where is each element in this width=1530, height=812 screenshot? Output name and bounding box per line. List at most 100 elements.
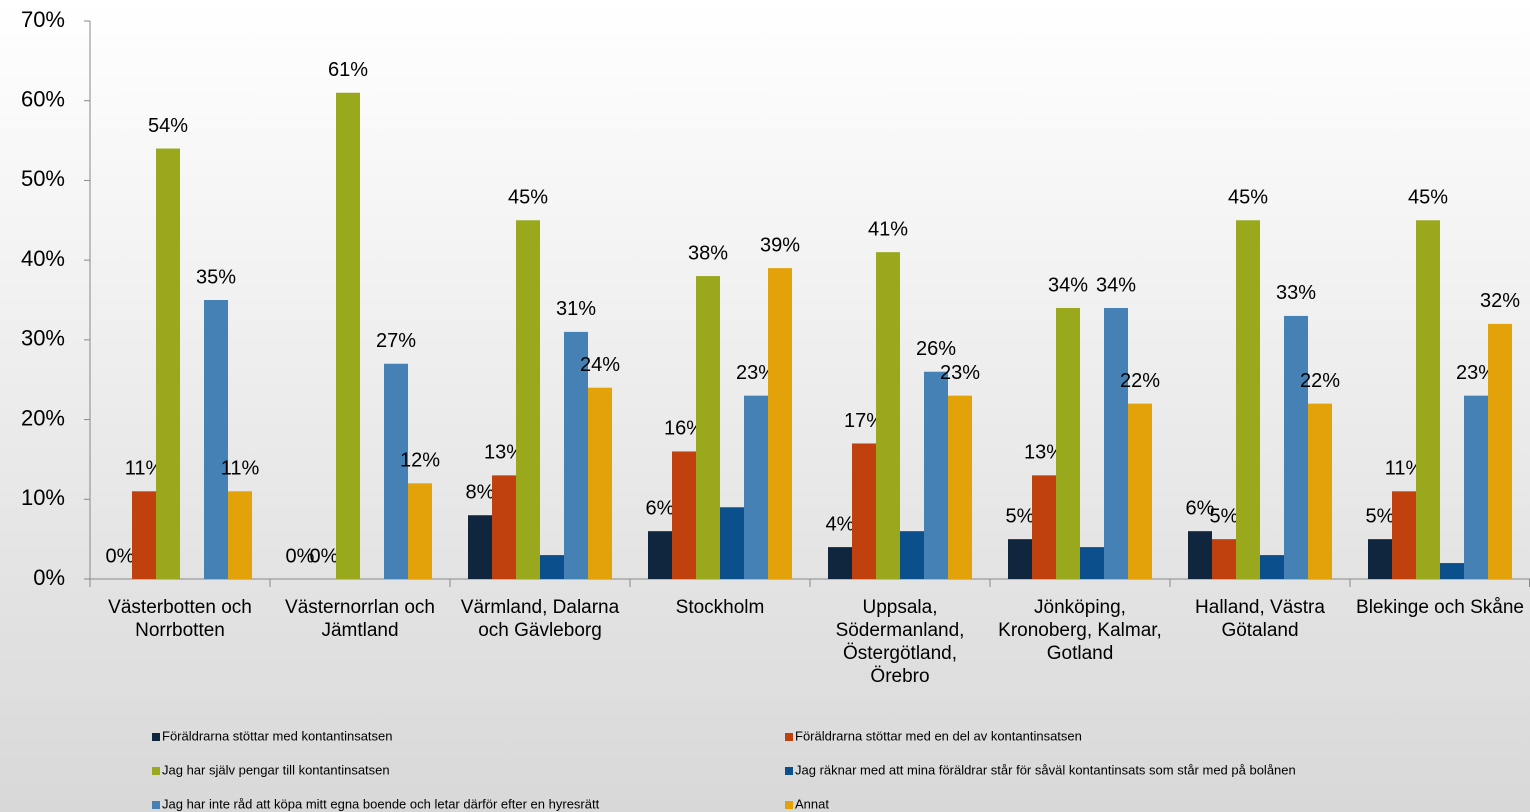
- x-tick-label: Västernorrlan och Jämtland: [285, 597, 435, 641]
- bar: [1308, 403, 1332, 579]
- bar: [468, 515, 492, 579]
- bar: [1188, 531, 1212, 579]
- data-label: 45%: [1228, 187, 1268, 209]
- data-label: 27%: [376, 330, 416, 352]
- data-label: 39%: [760, 234, 800, 256]
- bar: [588, 387, 612, 579]
- data-label: 5%: [1366, 505, 1395, 527]
- data-label: 45%: [508, 187, 548, 209]
- bar: [1056, 307, 1080, 579]
- data-label: 0%: [286, 545, 315, 567]
- bar: [156, 148, 180, 580]
- data-label: 54%: [148, 115, 188, 137]
- bar: [1128, 403, 1152, 579]
- bar: [228, 491, 252, 579]
- data-label: 35%: [196, 266, 236, 288]
- bar: [1104, 307, 1128, 579]
- bar: [948, 395, 972, 579]
- x-tick-label: Stockholm: [675, 597, 765, 618]
- data-label: 24%: [580, 354, 620, 376]
- data-label: 11%: [221, 458, 260, 480]
- data-label: 13%: [1024, 442, 1064, 464]
- y-tick-label: 50%: [21, 166, 65, 191]
- legend-swatch: [785, 801, 793, 809]
- data-label: 11%: [1385, 458, 1424, 480]
- data-label: 34%: [1096, 274, 1136, 296]
- legend-swatch: [152, 733, 160, 741]
- y-tick-label: 40%: [21, 246, 65, 271]
- y-tick-label: 0%: [33, 565, 65, 590]
- bar: [1416, 220, 1440, 580]
- bar: [564, 331, 588, 579]
- bar: [876, 252, 900, 579]
- bar: [768, 268, 792, 579]
- data-label: 23%: [940, 362, 980, 384]
- data-label: 38%: [688, 242, 728, 264]
- data-label: 22%: [1300, 370, 1340, 392]
- bar: [1032, 475, 1056, 579]
- legend-swatch: [152, 801, 160, 809]
- data-label: 16%: [664, 418, 704, 440]
- bar: [672, 451, 696, 579]
- data-label: 0%: [106, 545, 135, 567]
- bar: [648, 531, 672, 579]
- data-label: 17%: [844, 410, 884, 432]
- legend-label: Jag har inte råd att köpa mitt egna boen…: [162, 796, 600, 811]
- x-tick-label: Västerbotten och Norrbotten: [108, 597, 252, 641]
- bar: [828, 547, 852, 579]
- bar: [1008, 539, 1032, 579]
- legend-swatch: [785, 767, 793, 775]
- bar: [516, 220, 540, 580]
- bar: [1284, 315, 1308, 579]
- data-label: 5%: [1210, 505, 1239, 527]
- legend-label: Jag har själv pengar till kontantinsatse…: [162, 762, 390, 777]
- bar: [492, 475, 516, 579]
- data-label: 26%: [916, 338, 956, 360]
- bar: [1260, 555, 1284, 579]
- bar: [540, 555, 564, 579]
- data-label: 22%: [1120, 370, 1160, 392]
- bar: [1368, 539, 1392, 579]
- data-label: 6%: [646, 497, 675, 519]
- bar: [1392, 491, 1416, 579]
- bar: [408, 483, 432, 579]
- x-tick-label: Jönköping, Kronoberg, Kalmar, Gotland: [998, 597, 1162, 664]
- data-label: 5%: [1006, 505, 1035, 527]
- x-tick-label: Värmland, Dalarna och Gävleborg: [460, 597, 620, 641]
- x-tick-label: Uppsala, Södermanland, Östergötland, Öre…: [835, 597, 965, 687]
- data-label: 33%: [1276, 282, 1316, 304]
- bar: [720, 507, 744, 579]
- data-label: 12%: [400, 450, 440, 472]
- bar: [1212, 539, 1236, 579]
- y-tick-label: 60%: [21, 87, 65, 112]
- data-label: 8%: [466, 482, 495, 504]
- data-label: 11%: [125, 458, 164, 480]
- x-tick-label: Halland, Västra Götaland: [1195, 597, 1325, 641]
- y-tick-label: 20%: [21, 405, 65, 430]
- data-label: 13%: [484, 442, 524, 464]
- legend-label: Föräldrarna stöttar med kontantinsatsen: [162, 728, 393, 743]
- data-label: 23%: [736, 362, 776, 384]
- data-label: 4%: [826, 513, 855, 535]
- bar: [1440, 563, 1464, 579]
- x-tick-label: Blekinge och Skåne: [1356, 597, 1524, 618]
- data-label: 61%: [328, 59, 368, 81]
- bar: [1236, 220, 1260, 580]
- bar: [924, 371, 948, 579]
- bar: [696, 276, 720, 579]
- data-label: 31%: [556, 298, 596, 320]
- legend-label: Jag räknar med att mina föräldrar står f…: [795, 762, 1296, 777]
- bar: [1488, 323, 1512, 579]
- legend-label: Annat: [795, 796, 829, 811]
- data-label: 45%: [1408, 187, 1448, 209]
- data-label: 41%: [868, 218, 908, 240]
- legend-swatch: [785, 733, 793, 741]
- bar: [384, 363, 408, 579]
- bar: [852, 443, 876, 579]
- legend-swatch: [152, 767, 160, 775]
- bar: [1080, 547, 1104, 579]
- data-label: 0%: [310, 545, 339, 567]
- data-label: 23%: [1456, 362, 1496, 384]
